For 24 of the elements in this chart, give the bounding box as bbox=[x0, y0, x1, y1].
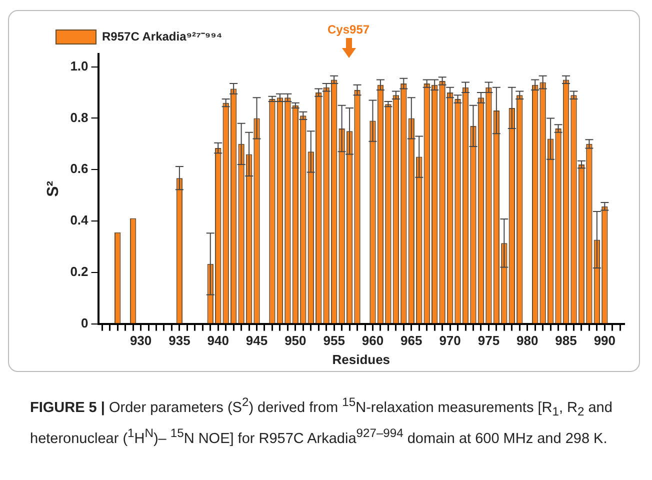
x-tick-label: 960 bbox=[362, 333, 384, 348]
y-tick-label: 0 bbox=[81, 315, 88, 330]
x-tick-label: 990 bbox=[594, 333, 616, 348]
x-tick-label: 980 bbox=[516, 333, 538, 348]
legend-label: R957C Arkadia⁹²⁷⁻⁹⁹⁴ bbox=[102, 29, 222, 44]
y-tick-label: 1.0 bbox=[70, 58, 88, 74]
x-tick-label: 935 bbox=[168, 333, 190, 348]
x-tick-label: 955 bbox=[323, 333, 345, 348]
text: Cys957 bbox=[327, 22, 370, 36]
y-tick-label: 0.2 bbox=[70, 264, 88, 279]
x-tick-label: 975 bbox=[478, 333, 500, 348]
x-tick-label: 970 bbox=[439, 333, 461, 348]
x-tick-label: 930 bbox=[130, 333, 152, 348]
x-tick-label: 940 bbox=[207, 333, 229, 348]
x-tick-label: 985 bbox=[555, 333, 577, 348]
x-tick-label: 945 bbox=[246, 333, 268, 348]
x-tick-label: 950 bbox=[284, 333, 306, 348]
y-tick-label: 0.6 bbox=[70, 161, 88, 176]
x-tick-label: 965 bbox=[400, 333, 422, 348]
y-tick-label: 0.8 bbox=[70, 110, 88, 125]
y-axis-title: S² bbox=[45, 180, 62, 197]
y-tick-label: 0.4 bbox=[70, 212, 90, 228]
caption: FIGURE 5 | bbox=[30, 400, 105, 416]
x-axis-title: Residues bbox=[332, 352, 390, 367]
